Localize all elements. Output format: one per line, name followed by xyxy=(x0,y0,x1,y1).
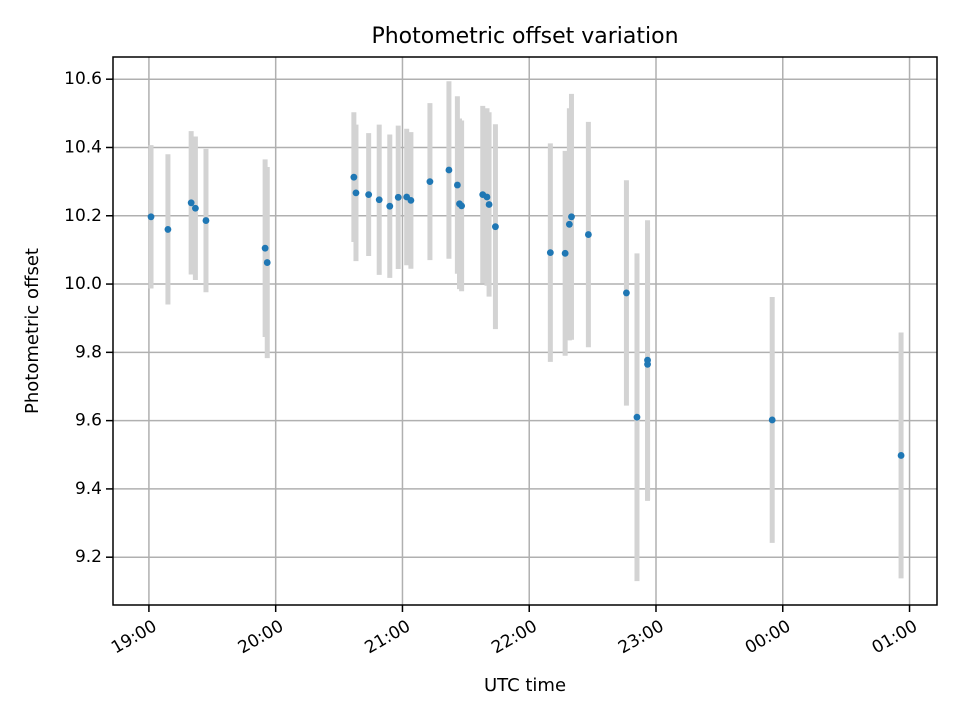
y-tick-label: 10.0 xyxy=(64,274,102,294)
y-tick-label: 10.4 xyxy=(64,137,102,157)
plot-area-frame xyxy=(112,56,938,606)
data-point xyxy=(426,178,434,186)
data-point xyxy=(768,416,776,424)
data-point xyxy=(485,201,493,208)
data-point xyxy=(147,213,155,221)
y-tick-label: 9.4 xyxy=(75,479,102,499)
y-axis-label: Photometric offset xyxy=(22,248,43,414)
data-point xyxy=(352,189,360,197)
data-point xyxy=(644,360,651,368)
grid-lines xyxy=(113,57,937,605)
data-point xyxy=(565,220,573,228)
data-point xyxy=(445,166,453,174)
data-point xyxy=(365,191,373,198)
data-point xyxy=(623,289,630,297)
data-point xyxy=(584,231,592,238)
data-point xyxy=(483,193,491,201)
data-point xyxy=(568,213,575,221)
y-tick-label: 9.6 xyxy=(75,411,102,431)
data-point xyxy=(263,259,271,266)
data-point xyxy=(386,202,394,210)
y-tick-label: 10.6 xyxy=(64,69,102,89)
y-tick-label: 9.2 xyxy=(75,547,102,567)
chart-title: Photometric offset variation xyxy=(371,24,678,49)
data-point xyxy=(394,193,402,201)
data-point xyxy=(164,226,172,233)
data-point xyxy=(453,181,461,189)
data-point xyxy=(202,217,210,224)
data-point xyxy=(187,199,195,207)
data-point xyxy=(492,223,499,231)
data-point xyxy=(897,452,905,459)
data-points xyxy=(147,166,905,459)
data-point xyxy=(407,197,415,204)
data-point xyxy=(546,249,554,257)
data-point xyxy=(375,196,383,204)
x-axis-label: UTC time xyxy=(484,675,566,696)
data-point xyxy=(350,173,358,181)
data-point xyxy=(633,413,641,421)
y-tick-label: 9.8 xyxy=(75,342,102,362)
data-point xyxy=(458,202,466,210)
data-point xyxy=(261,244,269,252)
data-point xyxy=(192,204,199,212)
y-tick-label: 10.2 xyxy=(64,206,102,226)
data-point xyxy=(561,249,569,257)
